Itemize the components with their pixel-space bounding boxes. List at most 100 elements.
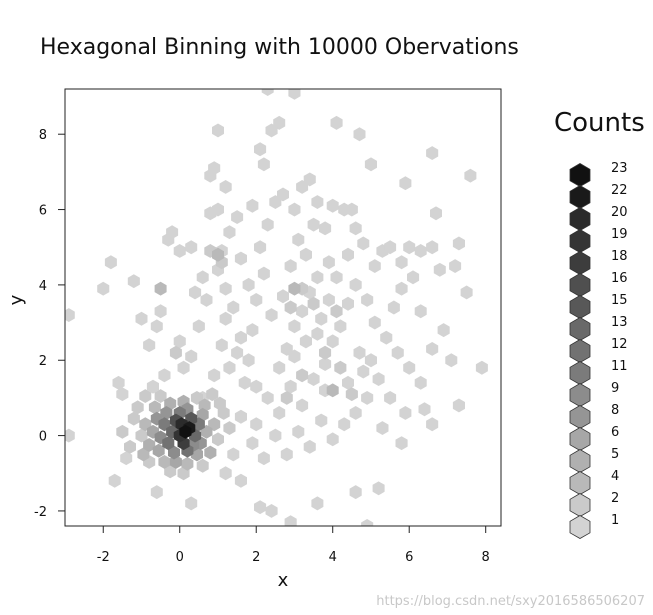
y-tick-label: -2 bbox=[34, 505, 47, 520]
hexbin-cell bbox=[265, 123, 278, 138]
x-tick-label: -2 bbox=[97, 550, 110, 565]
hexbin-cell bbox=[311, 326, 324, 341]
hexbin-cell bbox=[131, 400, 144, 415]
legend-label: 11 bbox=[611, 359, 628, 374]
hexbin-cell bbox=[173, 244, 186, 258]
legend-label: 4 bbox=[611, 469, 619, 484]
hexbin-cell bbox=[185, 496, 198, 511]
hexbin-cell bbox=[166, 225, 179, 240]
hexbin-cell bbox=[345, 387, 358, 402]
hexbin-cell bbox=[372, 481, 385, 496]
hexbin-cell bbox=[292, 424, 305, 439]
hexbin-cell bbox=[148, 400, 161, 415]
hexbin-cell bbox=[326, 432, 339, 447]
hexbin-cell bbox=[265, 308, 278, 322]
legend-label: 20 bbox=[611, 205, 628, 220]
hexbin-cell bbox=[342, 247, 354, 262]
hexbin-cell bbox=[227, 447, 240, 462]
hexbin-cell bbox=[139, 389, 152, 403]
hexbin-cell bbox=[242, 277, 255, 292]
hexbin-cell bbox=[353, 345, 366, 360]
hexbin-cell bbox=[418, 402, 431, 417]
x-tick-label: 0 bbox=[176, 550, 184, 565]
hexbin-cell bbox=[342, 296, 354, 311]
hexbin-cell bbox=[296, 368, 309, 383]
hexbin-cell bbox=[311, 270, 324, 285]
x-tick-label: 4 bbox=[329, 550, 337, 565]
legend-swatch bbox=[569, 361, 591, 385]
hexbin-cell bbox=[334, 360, 347, 375]
hexbin-cell bbox=[223, 360, 236, 375]
hexbin-cell bbox=[395, 281, 408, 296]
hexbin-cell bbox=[391, 345, 404, 360]
hexbin-cell bbox=[185, 349, 198, 364]
hexbin-cell bbox=[326, 383, 339, 398]
y-tick-label: 6 bbox=[39, 204, 47, 219]
hexbin-cell bbox=[449, 259, 462, 273]
hexbin-cell bbox=[288, 349, 301, 364]
hexbin-cell bbox=[338, 417, 351, 432]
hexbin-cell bbox=[234, 330, 247, 345]
hexbin-cell bbox=[173, 334, 186, 349]
hexbin-cell bbox=[353, 127, 366, 142]
hexbin-cell bbox=[181, 456, 194, 471]
hexbin-cell bbox=[288, 281, 301, 296]
legend-label: 23 bbox=[611, 161, 628, 176]
x-axis: -2 0 2 4 6 8 bbox=[97, 526, 490, 565]
y-tick-label: 0 bbox=[39, 430, 47, 445]
legend-label: 5 bbox=[611, 447, 619, 462]
legend-swatch bbox=[569, 493, 591, 517]
hexbin-cell bbox=[330, 115, 343, 130]
legend-label: 6 bbox=[611, 425, 619, 440]
hexbin-cell bbox=[433, 262, 446, 277]
hexbin-cell bbox=[334, 319, 347, 334]
hexbin-cell bbox=[238, 375, 251, 390]
watermark: https://blog.csdn.net/sxy2016586506207 bbox=[376, 594, 645, 609]
hexbin-cell bbox=[296, 304, 309, 319]
hexbin-cell bbox=[475, 360, 488, 375]
hexbin-cell bbox=[257, 266, 270, 281]
hexbin-cell bbox=[452, 398, 465, 413]
hexbin-cell bbox=[261, 89, 274, 96]
hexbin-cell bbox=[200, 293, 213, 307]
hexbin-cell bbox=[299, 247, 312, 262]
hexbin-cell bbox=[269, 428, 282, 443]
hexbin-cell bbox=[261, 217, 274, 232]
hexbin-cell bbox=[380, 330, 393, 345]
legend-label: 18 bbox=[611, 249, 628, 264]
legend-swatch bbox=[569, 383, 591, 407]
legend-title: Counts bbox=[554, 108, 645, 138]
hexbin-cell bbox=[154, 281, 167, 296]
hexbin-cell bbox=[361, 293, 374, 307]
hexbin-cell bbox=[364, 353, 377, 368]
hexbin-cell bbox=[395, 255, 408, 270]
y-axis: -2 0 2 4 6 8 bbox=[34, 128, 65, 520]
hexbin-cell bbox=[384, 391, 397, 405]
hexbin-cell bbox=[437, 323, 450, 338]
legend-label: 12 bbox=[611, 337, 628, 352]
hexbin-cell bbox=[219, 466, 232, 481]
legend-swatch bbox=[569, 339, 591, 363]
hexbin-cell bbox=[179, 424, 192, 439]
plot-frame bbox=[64, 88, 502, 527]
legend-swatch bbox=[569, 405, 591, 429]
hexbin-cell bbox=[208, 368, 221, 383]
hexbin-cell bbox=[273, 406, 286, 420]
hexbin-cell bbox=[192, 319, 205, 334]
hexbin-cell bbox=[219, 311, 232, 326]
hexbin-cell bbox=[212, 123, 224, 138]
hexbin-cell bbox=[322, 255, 335, 270]
y-axis-label: y bbox=[6, 294, 27, 305]
legend-label: 8 bbox=[611, 403, 619, 418]
hexbin-cell bbox=[284, 300, 297, 315]
hexbin-cell bbox=[284, 515, 297, 526]
hexbin-cell bbox=[357, 364, 370, 379]
hexbin-cell bbox=[414, 375, 427, 390]
hexbin-cell bbox=[403, 360, 416, 375]
hexbin-cell bbox=[104, 255, 117, 270]
hexbin-cell bbox=[150, 485, 163, 500]
hexbin-cell bbox=[234, 409, 247, 424]
hexbin-cell bbox=[319, 345, 332, 360]
hexbin-cell bbox=[158, 368, 171, 383]
